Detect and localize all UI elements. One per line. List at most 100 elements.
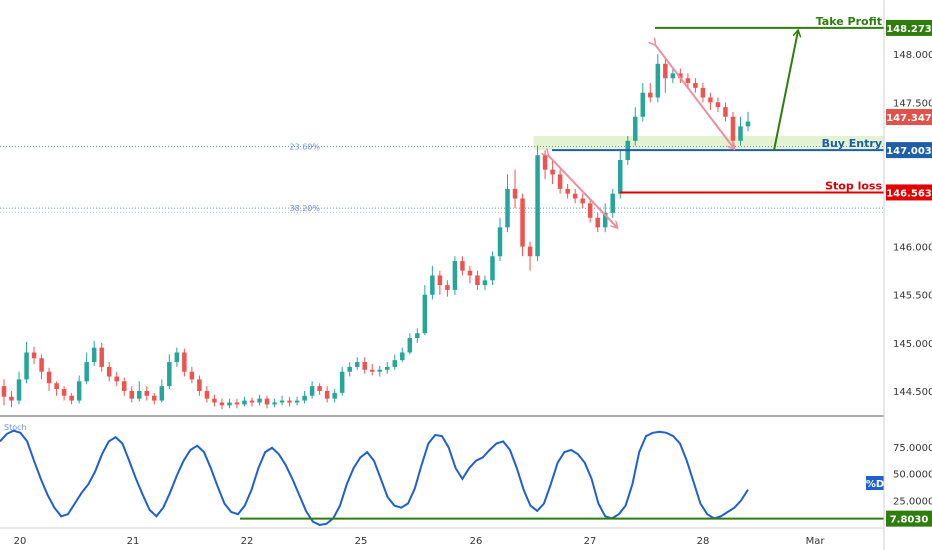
candle-body <box>272 402 277 405</box>
candle <box>227 398 232 409</box>
candle <box>415 328 420 343</box>
price-tick-label: 145.500 <box>893 291 932 302</box>
buy-entry-badge-bg <box>886 142 932 159</box>
candle-body <box>738 126 743 141</box>
swing-arrow <box>655 45 734 149</box>
candle-body <box>377 369 383 372</box>
time-tick-label: 26 <box>470 536 483 547</box>
candle <box>557 169 563 194</box>
candle <box>264 395 270 409</box>
candle-body <box>264 398 270 405</box>
candle-body <box>54 383 59 390</box>
candle <box>167 354 172 390</box>
candle-body <box>633 116 638 141</box>
candle <box>106 362 112 382</box>
stoch-series-tag-text: %D <box>866 479 884 490</box>
time-tick-label: 27 <box>584 536 597 547</box>
candle <box>339 366 345 396</box>
candle <box>745 111 751 132</box>
candle-body <box>595 217 600 228</box>
candle-body <box>46 371 52 384</box>
candle <box>542 150 548 180</box>
candle-body <box>708 97 713 103</box>
candle <box>460 256 465 276</box>
candle <box>91 340 97 366</box>
candle <box>362 357 367 374</box>
candle-body <box>1 386 7 397</box>
candle-body <box>152 395 157 401</box>
candle <box>633 107 638 146</box>
fib-label: 23.60% <box>289 143 320 152</box>
candle <box>249 397 255 407</box>
candle <box>272 398 277 408</box>
candle <box>242 396 247 407</box>
candle-body <box>182 352 187 372</box>
time-tick-label: 28 <box>697 536 710 547</box>
candle-body <box>69 395 74 401</box>
candle <box>54 381 59 396</box>
candle-body <box>663 63 668 79</box>
time-tick-label: 25 <box>355 536 368 547</box>
candle <box>527 241 533 271</box>
candle <box>693 78 698 93</box>
candle-body <box>535 155 540 257</box>
candle <box>159 379 165 403</box>
candle-body <box>31 352 37 359</box>
stoch-series-tag-bg <box>866 476 884 490</box>
candle-body <box>580 198 585 204</box>
candle-body <box>648 92 653 98</box>
candle <box>610 188 615 218</box>
candle-body <box>497 227 503 257</box>
candle <box>445 280 450 297</box>
candle <box>535 145 540 262</box>
stoch-tick-label: 75.0000 <box>893 443 932 454</box>
candle-body <box>167 362 172 387</box>
candle-body <box>197 379 202 391</box>
candle <box>129 386 135 403</box>
candle-body <box>467 270 473 276</box>
candle-body <box>61 389 67 396</box>
candle-body <box>309 386 315 396</box>
candle <box>197 375 202 396</box>
candle <box>738 116 743 146</box>
buy-entry-badge: 147.003 <box>886 142 932 159</box>
candle <box>317 383 322 395</box>
target-arrow <box>773 31 798 151</box>
candle <box>31 346 37 365</box>
candle-body <box>144 390 150 396</box>
candle <box>648 83 653 103</box>
stoch-series-tag: %D <box>866 476 884 490</box>
candle <box>279 395 285 406</box>
candle-body <box>121 381 127 391</box>
candle <box>663 58 668 93</box>
candle-body <box>287 400 292 403</box>
candle-body <box>400 352 405 361</box>
candle-body <box>249 400 255 403</box>
candle-body <box>745 121 751 127</box>
candle <box>16 371 22 405</box>
candle-body <box>415 333 420 339</box>
stoch-level-badge-bg <box>886 510 932 527</box>
candle-body <box>219 402 225 406</box>
candle <box>482 275 488 290</box>
candle <box>490 251 495 286</box>
candle <box>565 184 570 199</box>
candle <box>715 97 721 112</box>
candle-body <box>505 188 510 228</box>
candle-body <box>204 390 210 399</box>
candle <box>354 357 360 370</box>
candle <box>332 389 337 403</box>
candle-body <box>407 338 413 353</box>
candle <box>121 377 127 396</box>
candle <box>512 169 518 209</box>
candle-body <box>700 87 706 98</box>
candle-body <box>317 386 322 391</box>
candle-body <box>347 366 352 372</box>
candle <box>617 150 623 199</box>
candle <box>294 396 300 406</box>
price-tick-label: 148.000 <box>893 50 932 61</box>
candle-body <box>302 395 307 401</box>
candle <box>430 265 435 300</box>
stoch-line <box>0 429 749 526</box>
